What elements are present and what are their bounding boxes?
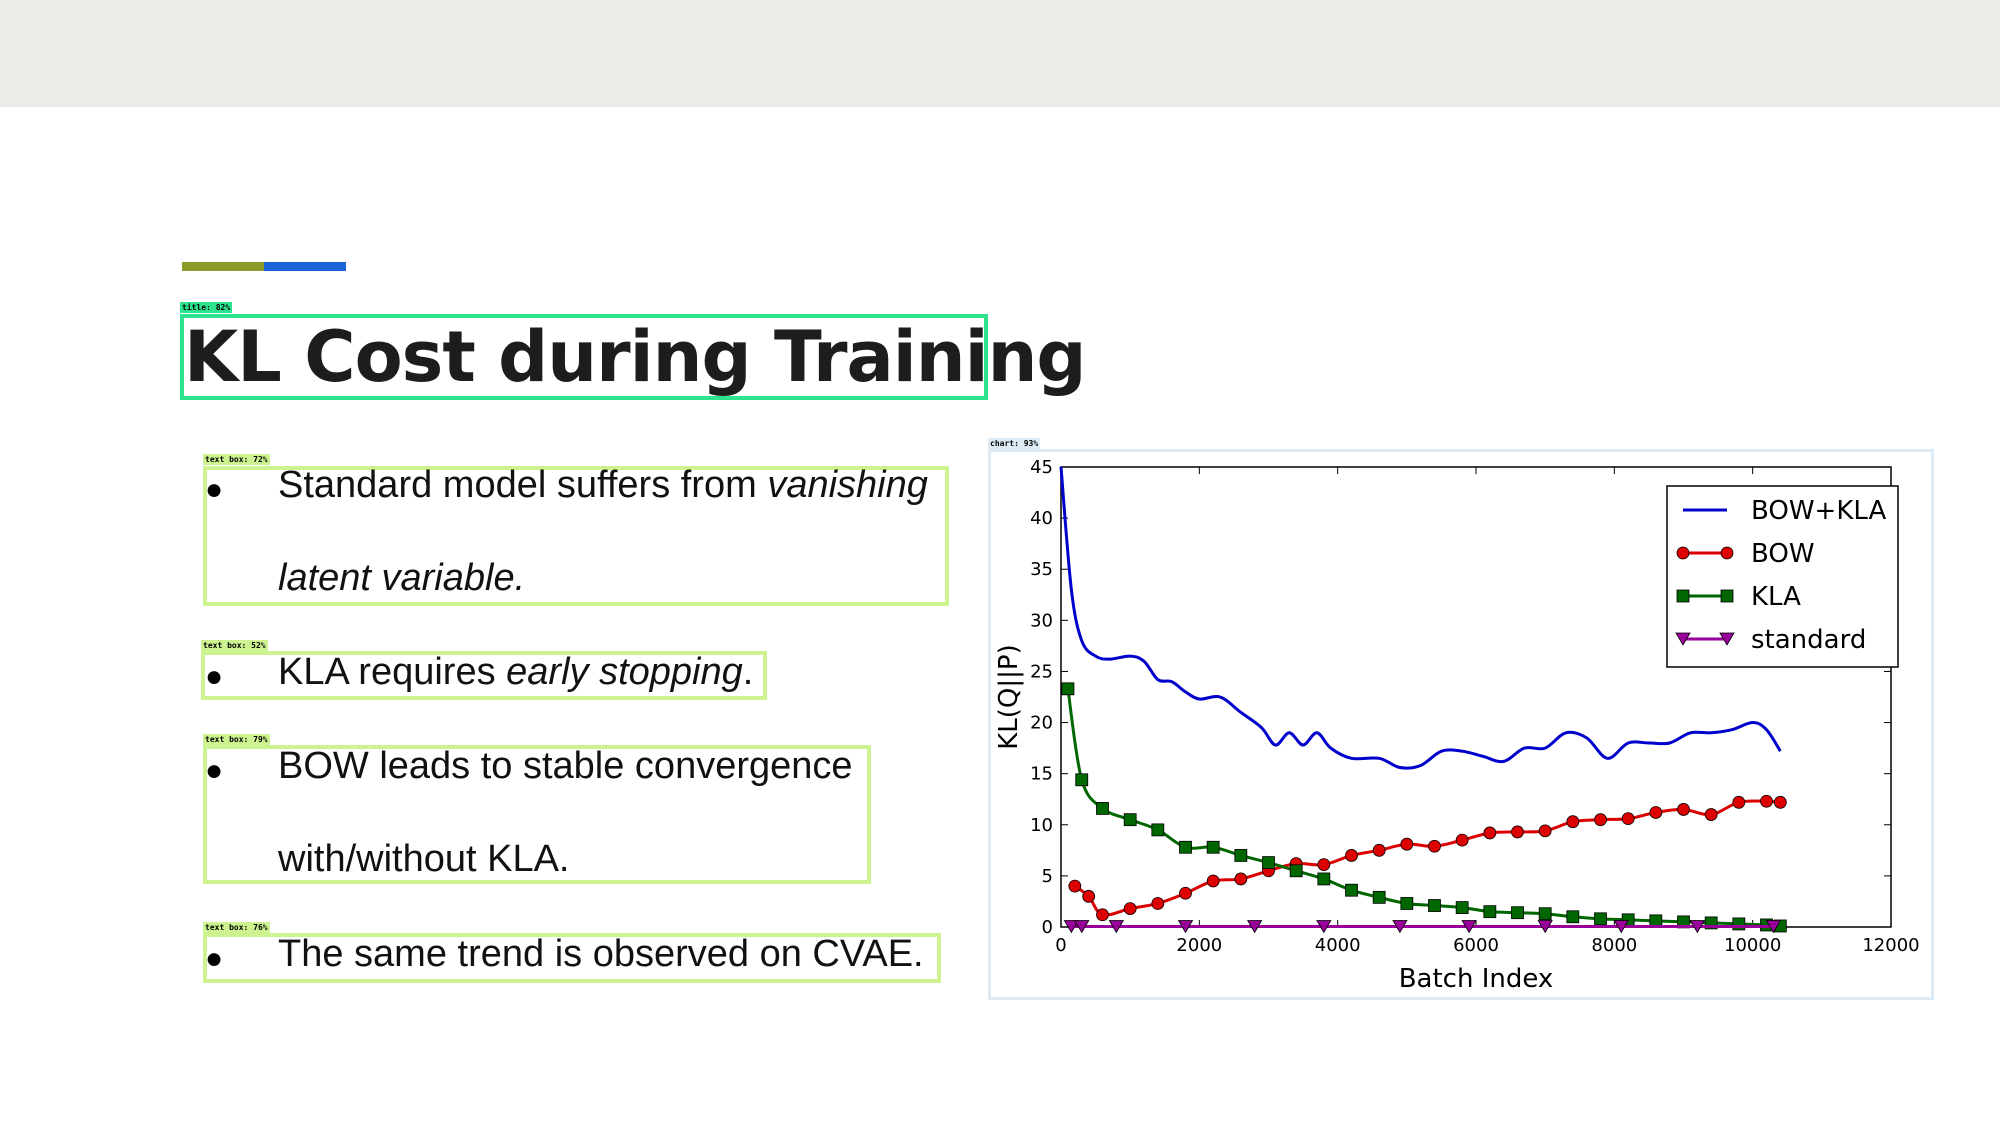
text-detection-tag-2: text box: 52% bbox=[201, 640, 268, 651]
text-box-2 bbox=[201, 651, 767, 700]
text-box-1 bbox=[203, 466, 949, 606]
bullet-2-plain: KLA requires bbox=[278, 651, 507, 693]
bullet-1-plain: Standard model suffers from bbox=[278, 464, 768, 506]
bullet-1-italic-line-2: latent variable. bbox=[278, 557, 526, 599]
accent-bar-blue bbox=[264, 262, 346, 271]
bullet-1-italic: vanishing bbox=[767, 464, 928, 506]
title-detection-tag: title: 82% bbox=[180, 302, 233, 313]
bullet-dot-3: ● bbox=[205, 754, 224, 787]
bullet-4-text: The same trend is observed on CVAE. bbox=[278, 933, 924, 975]
bullet-dot-1: ● bbox=[205, 473, 224, 506]
chart-detection-tag: chart: 93% bbox=[988, 438, 1041, 449]
bullet-1-line-1: Standard model suffers from vanishing bbox=[278, 464, 928, 507]
text-box-3 bbox=[203, 745, 871, 884]
bullet-3-line-2: with/without KLA. bbox=[278, 838, 570, 880]
text-detection-tag-4: text box: 76% bbox=[203, 922, 270, 933]
chart-container bbox=[988, 449, 1934, 1000]
bullet-dot-4: ● bbox=[205, 942, 224, 975]
text-detection-tag-3: text box: 79% bbox=[203, 734, 270, 745]
text-detection-tag-1: text box: 72% bbox=[203, 454, 270, 465]
bullet-3-line-1: BOW leads to stable convergence bbox=[278, 745, 853, 787]
bullet-2-text: KLA requires early stopping. bbox=[278, 651, 753, 694]
accent-bar-olive bbox=[182, 262, 264, 271]
top-band bbox=[0, 0, 2000, 107]
bullet-dot-2: ● bbox=[205, 660, 224, 693]
slide-title: KL Cost during Training bbox=[180, 314, 1087, 400]
bullet-2-tail: . bbox=[742, 651, 754, 693]
bullet-2-italic: early stopping bbox=[506, 651, 743, 693]
bullet-1-line-2: latent variable. bbox=[278, 557, 525, 600]
text-box-4 bbox=[203, 933, 941, 983]
